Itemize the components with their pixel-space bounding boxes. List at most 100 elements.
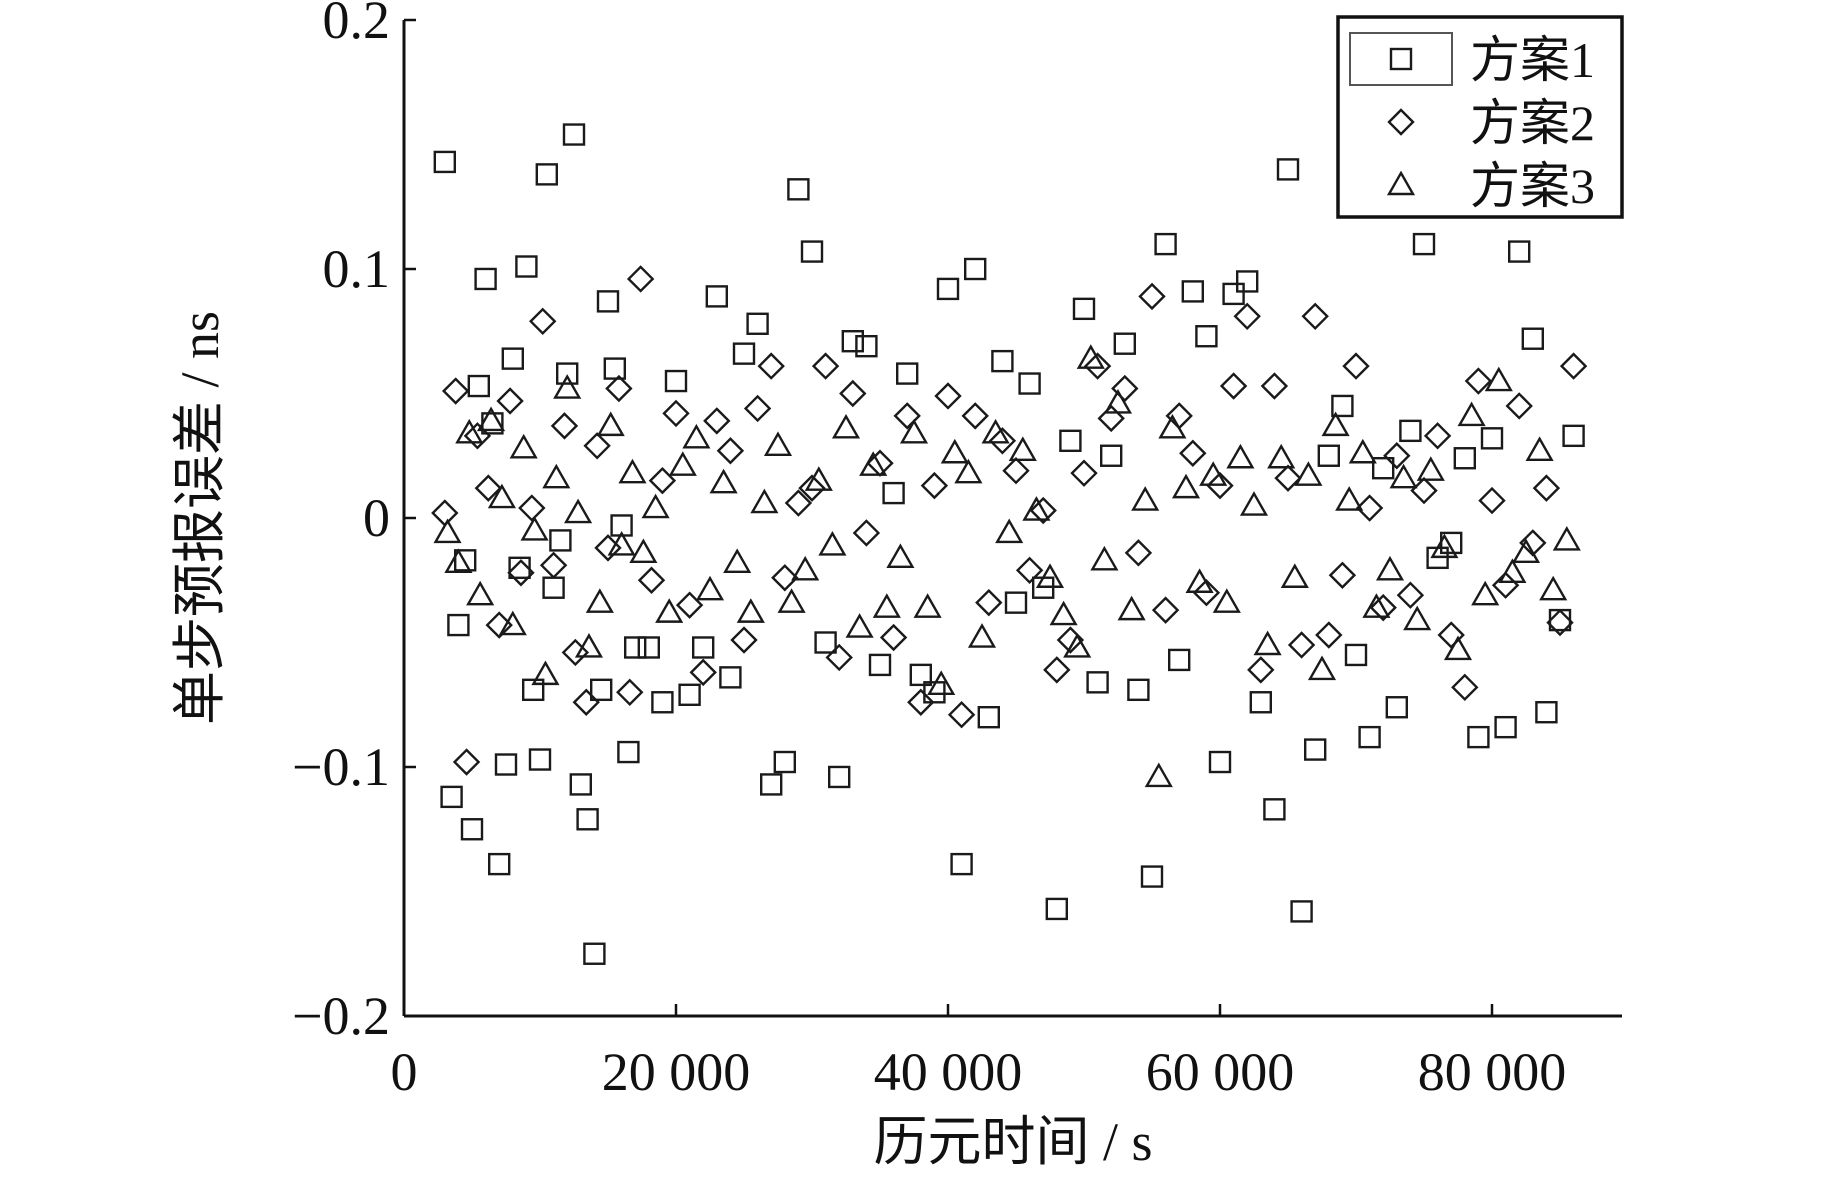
diamond-point xyxy=(1491,571,1520,599)
square-point xyxy=(528,748,552,771)
diamond-point xyxy=(675,591,704,619)
diamond-point xyxy=(703,407,731,435)
series-triangle xyxy=(433,344,1581,788)
triangle-point xyxy=(629,538,658,564)
legend-box xyxy=(1336,15,1624,219)
x-tick-label: 20 000 xyxy=(602,1042,751,1102)
diamond-point xyxy=(1478,486,1506,515)
triangle-point xyxy=(954,458,983,484)
triangle-point xyxy=(596,411,625,437)
square-point xyxy=(1385,696,1409,719)
square-point xyxy=(535,163,558,186)
diamond-point xyxy=(716,437,745,465)
triangle-point xyxy=(1511,538,1541,564)
diamond-point xyxy=(561,638,590,667)
y-tick-label: 0.2 xyxy=(323,0,391,50)
square-point xyxy=(1154,232,1177,256)
triangle-point xyxy=(791,555,820,581)
triangle-point xyxy=(585,588,614,613)
square-point xyxy=(719,666,742,689)
triangle-point xyxy=(444,548,473,574)
diamond-point xyxy=(1546,608,1574,637)
diamond-point xyxy=(1423,422,1452,450)
triangle-point xyxy=(1280,563,1309,588)
triangle-point xyxy=(641,493,670,519)
square-point xyxy=(1467,725,1490,749)
diamond-point xyxy=(1002,456,1030,485)
ticks: 0.20.10−0.1−0.20 20 000 40 000 60 000 80 000 xyxy=(292,0,1566,1102)
diamond-point xyxy=(1342,352,1370,380)
triangle-point xyxy=(487,483,516,509)
square-point xyxy=(1399,419,1422,443)
diamond-point xyxy=(730,626,758,654)
diamond-point xyxy=(743,394,772,423)
square-point xyxy=(556,362,579,385)
triangle-point xyxy=(476,406,506,432)
triangle-point xyxy=(1008,436,1037,461)
triangle-point xyxy=(455,418,484,444)
triangle-point xyxy=(1090,545,1119,571)
diamond-point xyxy=(1233,302,1261,331)
y-tick-label: −0.2 xyxy=(292,986,390,1046)
square-point xyxy=(896,362,919,385)
diamond-point xyxy=(961,402,989,430)
y-axis-title: 单步预报误差 / ns xyxy=(170,311,230,725)
square-point xyxy=(1235,270,1259,293)
diamond-point xyxy=(757,352,785,380)
triangle-point xyxy=(736,598,765,623)
triangle-point xyxy=(1443,635,1473,661)
square-point xyxy=(773,750,796,774)
square-point xyxy=(977,706,1000,729)
square-point xyxy=(562,123,586,146)
square-point xyxy=(651,691,674,714)
x-tick-label: 40 000 xyxy=(874,1042,1023,1102)
square-point xyxy=(1086,671,1109,694)
triangle-point xyxy=(466,580,495,606)
triangle-point xyxy=(927,670,956,696)
diamond-point xyxy=(1070,459,1098,487)
legend-square-marker xyxy=(1389,47,1413,71)
square-point xyxy=(1535,701,1558,724)
diamond-point xyxy=(825,643,853,672)
triangle-point xyxy=(818,530,847,556)
diamond-point xyxy=(798,474,826,502)
diamond-point xyxy=(934,382,962,410)
triangle-point xyxy=(886,543,915,569)
diamond-point xyxy=(1260,372,1289,400)
diamond-point xyxy=(907,688,935,716)
diamond-point xyxy=(1206,471,1234,500)
square-point xyxy=(501,347,524,370)
square-point xyxy=(1127,678,1150,702)
square-point xyxy=(1004,591,1028,614)
triangle-point xyxy=(1457,401,1486,427)
triangle-point xyxy=(520,516,549,541)
square-point xyxy=(746,312,769,335)
triangle-point xyxy=(777,588,806,613)
diamond-point xyxy=(583,432,611,460)
x-tick-label: 60 000 xyxy=(1146,1042,1295,1102)
diamond-point xyxy=(988,427,1017,455)
diamond-point xyxy=(1029,496,1057,525)
diamond-point xyxy=(1355,494,1384,522)
triangle-point xyxy=(1348,438,1377,464)
square-point xyxy=(760,773,783,796)
diamond-point xyxy=(662,399,690,428)
square-point xyxy=(596,290,620,313)
diamond-point xyxy=(1559,352,1588,380)
diamond-point xyxy=(1369,593,1397,622)
diamond-point xyxy=(811,352,840,380)
square-point xyxy=(1507,240,1531,263)
triangle-point xyxy=(1185,568,1214,593)
diamond-point xyxy=(452,748,481,776)
square-point xyxy=(868,653,892,677)
triangle-point xyxy=(967,623,997,648)
square-point xyxy=(991,349,1014,373)
diamond-point xyxy=(852,519,881,547)
legend-highlight-box xyxy=(1349,32,1453,86)
square-point xyxy=(1521,327,1545,350)
square-point xyxy=(549,529,572,552)
triangle-point xyxy=(1253,630,1282,656)
diamond-point xyxy=(1383,442,1411,470)
diamond-point xyxy=(1043,656,1071,684)
square-point xyxy=(522,678,545,702)
